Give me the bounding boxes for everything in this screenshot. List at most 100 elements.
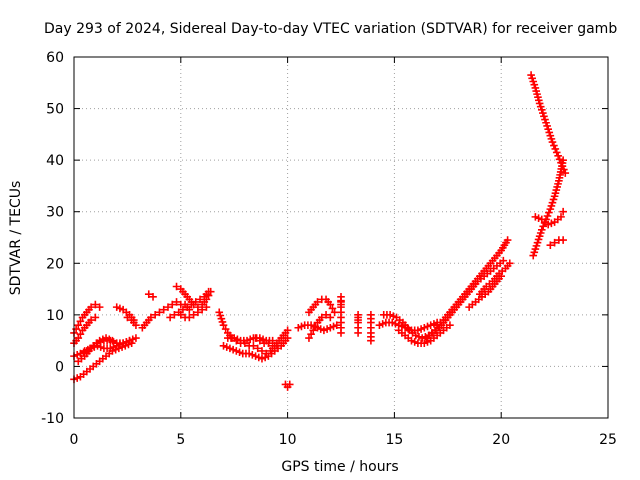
data-point [91,300,100,309]
y-tick-label: 40 [46,153,64,169]
data-point [328,304,337,313]
data-point [531,213,540,221]
data-point [215,308,224,317]
data-point [317,313,326,322]
data-point [216,311,225,320]
data-point [534,214,543,222]
data-point [540,112,548,121]
data-point [73,351,82,359]
data-point [74,321,83,329]
data-point [166,313,174,322]
data-point [96,343,105,351]
data-point [446,321,454,329]
data-point [226,344,234,353]
data-point [534,93,542,102]
series-track-f [80,336,134,355]
data-point [420,323,429,332]
x-tick-label: 20 [492,432,510,448]
x-axis-label: GPS time / hours [281,459,398,475]
data-point [73,374,82,382]
data-point [232,347,241,355]
data-point [112,303,121,311]
data-point [386,311,394,319]
data-point [398,322,406,331]
data-point [550,192,559,201]
axis-ticks [73,56,609,419]
series-track-ai [546,236,567,250]
data-point [132,321,140,329]
data-point [172,282,181,291]
data-point [322,311,330,319]
data-point [536,229,545,237]
data-point [261,353,269,362]
series-track-ae [476,259,514,299]
data-point [542,118,550,127]
data-point [410,338,419,346]
data-point [505,259,514,268]
data-point [221,325,230,333]
data-point [417,325,425,333]
data-point [248,351,257,359]
data-point [543,122,551,130]
x-tick-labels: 0 5 10 15 20 25 [70,432,617,448]
data-point [253,344,262,353]
data-point [259,335,267,344]
data-point [547,219,556,228]
data-point [206,287,215,296]
data-point [534,235,543,244]
data-point [185,313,194,322]
series-track-z [379,311,446,342]
data-point [273,342,281,350]
series-track-v [337,293,345,337]
data-point [530,248,539,257]
data-point [533,238,542,247]
data-point [426,321,435,329]
series-track-t [305,295,339,317]
data-point [95,303,104,311]
data-point [194,308,202,317]
data-point [87,303,95,311]
data-point [549,195,558,204]
data-point [323,325,331,333]
y-tick-label: -10 [41,411,64,427]
data-point [283,326,292,335]
data-point [198,305,206,314]
series-track-s [294,321,341,335]
series-track-ab [422,256,508,342]
data-point [546,131,555,140]
x-tick-label: 10 [279,432,297,448]
data-point [202,303,211,311]
data-point [147,313,155,322]
data-point [532,87,541,95]
x-tick-label: 15 [385,432,403,448]
y-tick-label: 30 [46,205,64,221]
data-point [283,334,292,342]
data-point [219,321,228,329]
data-point [533,90,541,98]
data-point [229,345,237,354]
data-point [530,80,539,89]
data-point [177,311,185,319]
data-point [251,334,260,342]
series-track-ah [531,207,567,229]
data-point [553,183,561,191]
y-tick-label: 20 [46,256,64,272]
data-point [559,156,567,164]
data-point [535,99,544,108]
data-point [155,308,164,317]
data-point [264,339,273,348]
y-axis-label: SDTVAR / TECUs [8,181,24,296]
data-point [326,300,335,309]
data-point [76,330,85,338]
data-point [168,300,177,309]
data-point [536,102,545,111]
data-point [189,300,198,309]
data-point [388,318,397,327]
data-point [219,342,228,350]
data-point [537,106,546,114]
data-point [125,336,134,345]
data-point [128,335,137,344]
data-point [251,352,260,360]
data-point [218,318,227,326]
data-point [548,198,557,207]
